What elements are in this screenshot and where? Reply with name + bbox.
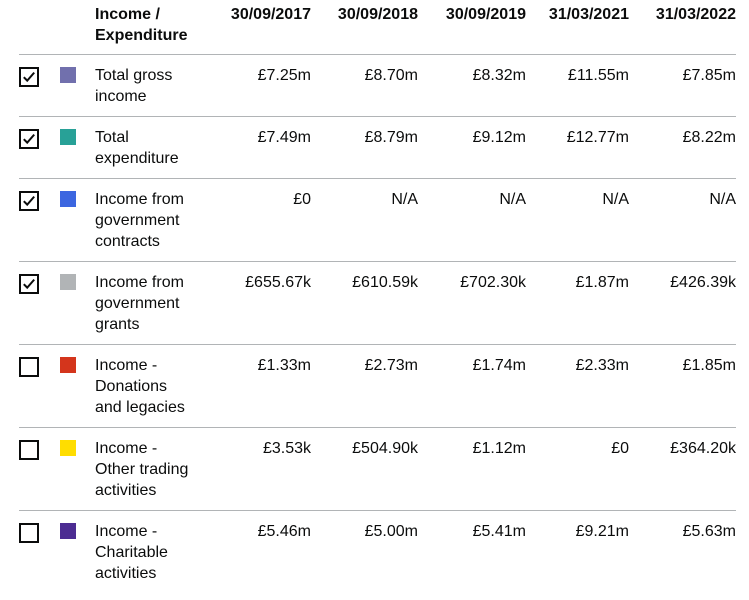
- value-cell: £5.46m: [257, 523, 311, 540]
- value-cell: £1.85m: [629, 344, 736, 428]
- value-cell: £5.00m: [364, 523, 418, 540]
- row-label: Income - Charitable activities: [95, 523, 168, 582]
- value-cell: £655.67k: [196, 261, 311, 345]
- swatch-cell: [60, 116, 95, 179]
- series-color-swatch: [60, 274, 76, 290]
- header-label: Income / Expenditure: [95, 0, 196, 55]
- checkbox-cell: [19, 261, 60, 345]
- series-checkbox[interactable]: [19, 440, 39, 460]
- value-cell: N/A: [629, 178, 736, 262]
- value-cell: £7.85m: [629, 54, 736, 117]
- value-cell: £1.87m: [526, 261, 629, 345]
- value-cell: £5.63m: [682, 523, 736, 540]
- value-cell: £364.20k: [629, 427, 736, 511]
- value-cell: £9.21m: [575, 523, 629, 540]
- series-color-swatch: [60, 129, 76, 145]
- header-date: 30/09/2019: [418, 0, 526, 55]
- header-date: 31/03/2022: [629, 0, 736, 55]
- value-cell: £5.41m: [472, 523, 526, 540]
- row-label: Total gross income: [95, 54, 196, 117]
- series-checkbox[interactable]: [19, 129, 39, 149]
- series-checkbox[interactable]: [19, 357, 39, 377]
- swatch-cell: [60, 54, 95, 117]
- value-cell: £1.12m: [418, 427, 526, 511]
- swatch-cell: [60, 344, 95, 428]
- checkmark-icon: [23, 278, 35, 290]
- series-checkbox[interactable]: [19, 523, 39, 543]
- value-cell: N/A: [526, 178, 629, 262]
- value-cell: £702.30k: [418, 261, 526, 345]
- value-cell: £2.33m: [526, 344, 629, 428]
- checkbox-cell: [19, 54, 60, 117]
- value-cell: £7.49m: [196, 116, 311, 179]
- table-row: Income - Donations and legacies £1.33m £…: [19, 344, 736, 428]
- row-label: Income from government grants: [95, 261, 196, 345]
- checkmark-icon: [23, 133, 35, 145]
- series-color-swatch: [60, 440, 76, 456]
- value-cell: £2.73m: [311, 344, 418, 428]
- row-label: Total expenditure: [95, 116, 196, 179]
- value-cell: £610.59k: [311, 261, 418, 345]
- checkbox-cell: [19, 116, 60, 179]
- checkbox-cell: [19, 344, 60, 428]
- series-checkbox[interactable]: [19, 67, 39, 87]
- row-label: Income - Donations and legacies: [95, 344, 196, 428]
- value-cell: £8.22m: [629, 116, 736, 179]
- row-label: Income - Other trading activities: [95, 427, 196, 511]
- value-cell: £12.77m: [526, 116, 629, 179]
- header-date: 31/03/2021: [526, 0, 629, 55]
- series-color-swatch: [60, 357, 76, 373]
- series-color-swatch: [60, 67, 76, 83]
- series-checkbox[interactable]: [19, 274, 39, 294]
- series-color-swatch: [60, 523, 76, 539]
- value-cell: £1.74m: [418, 344, 526, 428]
- value-cell: £11.55m: [526, 54, 629, 117]
- table-row: Income from government grants £655.67k £…: [19, 261, 736, 345]
- table-header-row: Income / Expenditure 30/09/2017 30/09/20…: [19, 0, 736, 55]
- income-expenditure-table: Income / Expenditure 30/09/2017 30/09/20…: [19, 0, 736, 593]
- swatch-cell: [60, 261, 95, 345]
- series-checkbox[interactable]: [19, 191, 39, 211]
- value-cell: £8.32m: [418, 54, 526, 117]
- table-row: Total gross income £7.25m £8.70m £8.32m …: [19, 54, 736, 117]
- swatch-cell: [60, 178, 95, 262]
- value-cell: N/A: [311, 178, 418, 262]
- value-cell: £3.53k: [196, 427, 311, 511]
- value-cell: £504.90k: [311, 427, 418, 511]
- value-cell: N/A: [418, 178, 526, 262]
- value-cell: £1.33m: [196, 344, 311, 428]
- swatch-cell: [60, 511, 95, 594]
- value-cell: £0: [526, 427, 629, 511]
- table-row: Total expenditure £7.49m £8.79m £9.12m £…: [19, 116, 736, 179]
- checkbox-cell: [19, 511, 60, 594]
- value-cell: £9.12m: [418, 116, 526, 179]
- header-checkbox-cell: [19, 0, 60, 55]
- value-cell: £8.79m: [311, 116, 418, 179]
- table-body: Total gross income £7.25m £8.70m £8.32m …: [19, 54, 736, 594]
- checkmark-icon: [23, 71, 35, 83]
- value-cell: £426.39k: [629, 261, 736, 345]
- table-row: Income - Other trading activities £3.53k…: [19, 427, 736, 511]
- value-cell: £8.70m: [311, 54, 418, 117]
- row-label: Income from government contracts: [95, 178, 196, 262]
- value-cell: £7.25m: [196, 54, 311, 117]
- table-row: Income - Charitable activities £5.46m £5…: [19, 511, 736, 594]
- checkmark-icon: [23, 195, 35, 207]
- checkbox-cell: [19, 427, 60, 511]
- swatch-cell: [60, 427, 95, 511]
- value-cell: £0: [196, 178, 311, 262]
- header-swatch-cell: [60, 0, 95, 55]
- header-date: 30/09/2018: [311, 0, 418, 55]
- series-color-swatch: [60, 191, 76, 207]
- table-row: Income from government contracts £0 N/A …: [19, 178, 736, 262]
- header-date: 30/09/2017: [196, 0, 311, 55]
- checkbox-cell: [19, 178, 60, 262]
